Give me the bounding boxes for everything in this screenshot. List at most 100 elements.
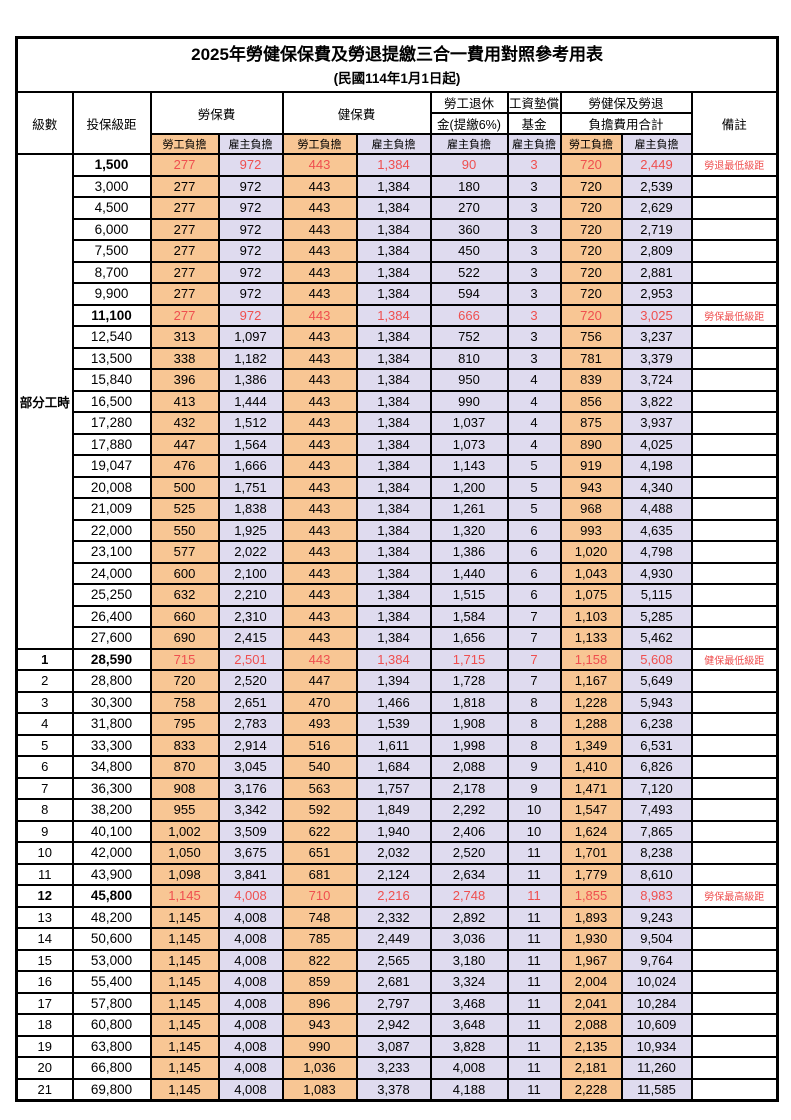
cell-note: [690, 346, 779, 370]
cell-note: 勞退最低級距: [690, 153, 779, 177]
cell-health-employer: 2,942: [355, 1013, 432, 1037]
cell-level: 2: [15, 669, 74, 693]
cell-total-employee: 1,349: [559, 733, 623, 757]
cell-total-employer: 3,379: [620, 346, 693, 370]
cell-note: [690, 798, 779, 822]
cell-health-employee: 748: [281, 905, 358, 929]
table-body: 部分工時 1,500 277 972 443 1,384 90 3 720 2,449 勞退最低級距…: [15, 153, 779, 1101]
cell-health-employee: 443: [281, 174, 358, 198]
cell-health-employer: 1,684: [355, 755, 432, 779]
cell-pension-employer: 450: [429, 239, 509, 263]
cell-total-employee: 2,181: [559, 1056, 623, 1080]
cell-salary: 45,800: [71, 884, 152, 908]
cell-labor-employee: 476: [149, 454, 220, 478]
header-pension-line2: 金(提繳6%): [429, 112, 509, 135]
cell-health-employee: 443: [281, 303, 358, 327]
cell-fund-employer: 6: [506, 561, 562, 585]
cell-salary: 69,800: [71, 1077, 152, 1101]
cell-note: [690, 540, 779, 564]
cell-fund-employer: 4: [506, 389, 562, 413]
cell-fund-employer: 5: [506, 475, 562, 499]
cell-total-employer: 5,462: [620, 626, 693, 650]
cell-total-employer: 10,024: [620, 970, 693, 994]
cell-fund-employer: 3: [506, 196, 562, 220]
cell-total-employer: 7,120: [620, 776, 693, 800]
cell-pension-employer: 1,656: [429, 626, 509, 650]
cell-total-employer: 3,822: [620, 389, 693, 413]
cell-total-employer: 5,943: [620, 690, 693, 714]
cell-health-employee: 443: [281, 518, 358, 542]
cell-pension-employer: 4,008: [429, 1056, 509, 1080]
cell-labor-employer: 1,925: [217, 518, 284, 542]
cell-labor-employee: 550: [149, 518, 220, 542]
cell-fund-employer: 3: [506, 303, 562, 327]
cell-salary: 24,000: [71, 561, 152, 585]
cell-health-employee: 443: [281, 217, 358, 241]
table-row: 2 28,800 720 2,520 447 1,394 1,728 7 1,167 5,649: [15, 669, 779, 693]
cell-health-employer: 1,384: [355, 411, 432, 435]
cell-total-employee: 720: [559, 196, 623, 220]
cell-health-employer: 3,378: [355, 1077, 432, 1101]
cell-total-employer: 10,934: [620, 1034, 693, 1058]
cell-level: 4: [15, 712, 74, 736]
cell-fund-employer: 6: [506, 518, 562, 542]
cell-fund-employer: 3: [506, 325, 562, 349]
cell-labor-employee: 1,145: [149, 991, 220, 1015]
cell-health-employee: 443: [281, 454, 358, 478]
cell-pension-employer: 2,406: [429, 819, 509, 843]
cell-total-employee: 756: [559, 325, 623, 349]
cell-pension-employer: 1,584: [429, 604, 509, 628]
cell-health-employee: 710: [281, 884, 358, 908]
cell-labor-employer: 4,008: [217, 970, 284, 994]
cell-health-employer: 1,611: [355, 733, 432, 757]
cell-total-employee: 720: [559, 217, 623, 241]
cell-health-employee: 443: [281, 368, 358, 392]
cell-note: [690, 669, 779, 693]
cell-total-employer: 3,724: [620, 368, 693, 392]
cell-pension-employer: 1,200: [429, 475, 509, 499]
cell-health-employee: 443: [281, 497, 358, 521]
subheader-total-employee: 勞工負擔: [559, 133, 623, 155]
cell-level: 16: [15, 970, 74, 994]
table-row: 20,008 500 1,751 443 1,384 1,200 5 943 4,340: [17, 475, 779, 499]
cell-fund-employer: 11: [506, 927, 562, 951]
cell-level: 19: [15, 1034, 74, 1058]
cell-salary: 26,400: [71, 604, 152, 628]
cell-total-employer: 11,585: [620, 1077, 693, 1101]
cell-health-employee: 1,083: [281, 1077, 358, 1101]
cell-pension-employer: 180: [429, 174, 509, 198]
table-row: 16,500 413 1,444 443 1,384 990 4 856 3,822: [17, 389, 779, 413]
cell-health-employee: 990: [281, 1034, 358, 1058]
table-row: 16 55,400 1,145 4,008 859 2,681 3,324 11 2,004 10…: [15, 970, 779, 994]
cell-salary: 21,009: [71, 497, 152, 521]
cell-fund-employer: 11: [506, 970, 562, 994]
cell-total-employee: 890: [559, 432, 623, 456]
table-row: 24,000 600 2,100 443 1,384 1,440 6 1,043 4,930: [17, 561, 779, 585]
cell-salary: 31,800: [71, 712, 152, 736]
cell-pension-employer: 1,728: [429, 669, 509, 693]
subheader-health-employer: 雇主負擔: [355, 133, 432, 155]
cell-note: [690, 1077, 779, 1101]
table-row: 10 42,000 1,050 3,675 651 2,032 2,520 11 1,701 8,…: [15, 841, 779, 865]
cell-total-employee: 720: [559, 260, 623, 284]
cell-salary: 20,008: [71, 475, 152, 499]
cell-note: [690, 733, 779, 757]
header-note: 備註: [690, 91, 779, 155]
cell-salary: 19,047: [71, 454, 152, 478]
cell-total-employer: 3,025: [620, 303, 693, 327]
cell-pension-employer: 360: [429, 217, 509, 241]
cell-labor-employee: 277: [149, 153, 220, 177]
table-row: 9 40,100 1,002 3,509 622 1,940 2,406 10 1,624 7,8…: [15, 819, 779, 843]
cell-health-employee: 443: [281, 647, 358, 671]
cell-labor-employer: 972: [217, 303, 284, 327]
cell-labor-employee: 277: [149, 260, 220, 284]
cell-health-employee: 443: [281, 153, 358, 177]
cell-total-employer: 6,531: [620, 733, 693, 757]
cell-note: [690, 755, 779, 779]
cell-labor-employer: 4,008: [217, 884, 284, 908]
cell-pension-employer: 4,188: [429, 1077, 509, 1101]
cell-pension-employer: 1,320: [429, 518, 509, 542]
table-row: 23,100 577 2,022 443 1,384 1,386 6 1,020 4,798: [17, 540, 779, 564]
table-row: 13,500 338 1,182 443 1,384 810 3 781 3,379: [17, 346, 779, 370]
cell-total-employee: 2,135: [559, 1034, 623, 1058]
